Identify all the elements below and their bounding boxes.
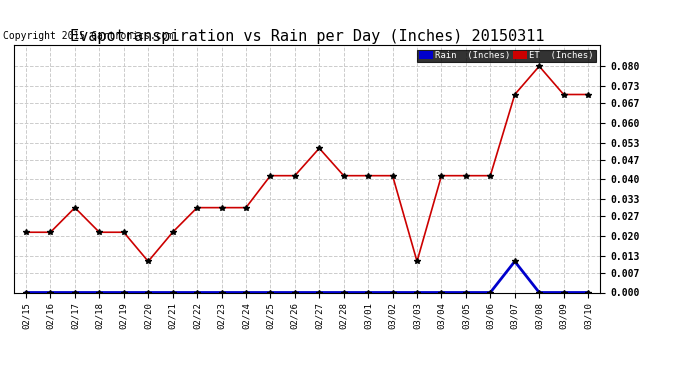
Text: Copyright 2015 Cartronics.com: Copyright 2015 Cartronics.com bbox=[3, 32, 174, 41]
Title: Evapotranspiration vs Rain per Day (Inches) 20150311: Evapotranspiration vs Rain per Day (Inch… bbox=[70, 29, 544, 44]
Legend: Rain  (Inches), ET  (Inches): Rain (Inches), ET (Inches) bbox=[417, 50, 595, 62]
